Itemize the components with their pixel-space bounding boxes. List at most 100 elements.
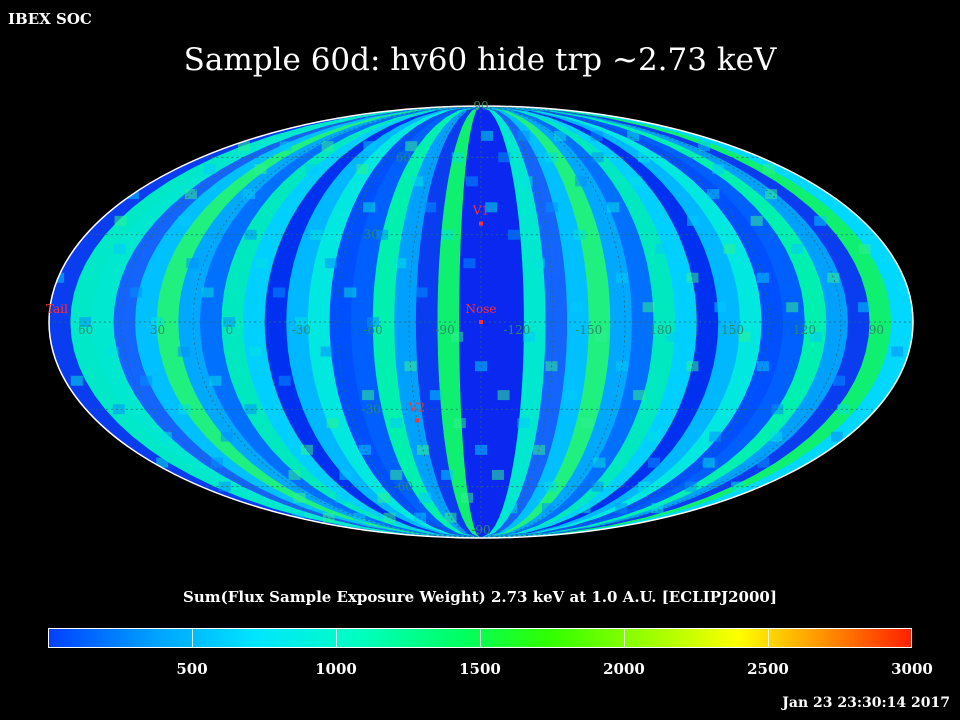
colorbar-tick: 3000: [891, 660, 933, 678]
flux-cell: [220, 431, 233, 442]
flux-cell: [698, 141, 711, 152]
flux-cell: [756, 361, 769, 372]
flux-cell: [532, 258, 545, 269]
flux-cell: [441, 469, 454, 480]
meridian-line: [480, 106, 770, 538]
flux-cell: [750, 215, 763, 226]
flux-cell: [570, 302, 583, 313]
flux-cell: [424, 202, 437, 213]
flux-cell: [178, 404, 191, 415]
flux-cell: [106, 346, 119, 357]
flux-cell: [723, 243, 736, 254]
flux-cell: [321, 141, 334, 152]
flux-cell: [791, 243, 804, 254]
flux-cell: [498, 152, 511, 163]
flux-cell: [614, 503, 627, 514]
flux-cell: [485, 202, 498, 213]
flux-cell: [278, 375, 291, 386]
flux-cell: [363, 202, 376, 213]
flux-cell: [114, 215, 127, 226]
flux-cell: [390, 418, 403, 429]
meridian-line: [480, 106, 698, 538]
flux-cell: [594, 331, 607, 342]
colorbar-tick: 2000: [603, 660, 645, 678]
flux-cell: [186, 258, 199, 269]
flux-cell: [573, 229, 586, 240]
flux-cell: [70, 375, 83, 386]
colorbar-tick: 1500: [459, 660, 501, 678]
flux-cell: [444, 512, 457, 523]
flux-cell: [522, 331, 535, 342]
flux-cell: [607, 202, 620, 213]
flux-cell: [201, 287, 214, 298]
meridian-line: [264, 106, 482, 538]
colorbar-tick: 500: [176, 660, 208, 678]
flux-cell: [712, 164, 725, 175]
flux-cell: [322, 512, 335, 523]
flux-cell: [666, 331, 679, 342]
map-title: Sample 60d: hv60 hide trp ~2.73 keV: [183, 42, 777, 78]
flux-cell: [356, 164, 369, 175]
lat-label: -90: [471, 523, 490, 537]
flux-cell: [178, 215, 191, 226]
flux-cell: [642, 302, 655, 313]
flux-cell: [858, 302, 871, 313]
flux-cell: [156, 457, 169, 468]
lat-label: 60: [396, 150, 411, 164]
flux-cell: [362, 390, 375, 401]
flux-cell: [858, 243, 871, 254]
flux-cell: [326, 418, 339, 429]
lon-label: 60: [78, 323, 93, 337]
flux-cell: [541, 503, 554, 514]
flux-cell: [546, 202, 559, 213]
flux-cell: [763, 164, 776, 175]
flux-cell: [554, 130, 567, 141]
flux-cell: [209, 375, 222, 386]
meridian-line: [480, 106, 554, 538]
flux-cell: [517, 130, 530, 141]
flux-cell: [627, 130, 640, 141]
lon-label: 150: [721, 323, 744, 337]
flux-cell: [320, 346, 333, 357]
flux-cell: [832, 375, 845, 386]
flux-cell: [520, 176, 533, 187]
flux-cell: [300, 444, 313, 455]
flux-cell: [363, 141, 376, 152]
flux-cell: [544, 481, 557, 492]
lon-label: 90: [869, 323, 884, 337]
flux-cell: [113, 243, 126, 254]
colorbar-label: Sum(Flux Sample Exposure Weight) 2.73 ke…: [183, 588, 777, 606]
flux-cell: [177, 346, 190, 357]
flux-cell: [463, 258, 476, 269]
flux-cell: [288, 469, 301, 480]
flux-cell: [335, 492, 348, 503]
timestamp: Jan 23 23:30:14 2017: [782, 695, 950, 711]
flux-cell: [293, 492, 306, 503]
flux-cell: [708, 431, 721, 442]
flux-cell: [891, 346, 904, 357]
flux-cell: [203, 164, 216, 175]
lat-label: -30: [362, 402, 381, 416]
lon-label: -150: [575, 323, 602, 337]
graticule-labels: 90 60 30 -30 -60 -90 60 30 0 -30 -60 -90 -120 -150 180…: [78, 99, 884, 537]
flux-cell: [575, 176, 588, 187]
flux-cell: [814, 215, 827, 226]
lat-label: -60: [394, 480, 413, 494]
flux-cell: [687, 215, 700, 226]
flux-cell: [565, 390, 578, 401]
lat-label: 30: [364, 228, 379, 242]
flux-cell: [394, 258, 407, 269]
flux-cell: [810, 331, 823, 342]
marker-point: [479, 221, 483, 226]
flux-cell: [491, 469, 504, 480]
flux-cell: [686, 361, 699, 372]
flux-cell: [353, 512, 366, 523]
flux-cell: [615, 272, 628, 283]
flux-cell: [112, 404, 125, 415]
marker-label: V2: [408, 400, 425, 414]
flux-cell: [647, 431, 660, 442]
flux-cell: [218, 481, 231, 492]
soc-label: IBEX SOC: [8, 10, 92, 28]
flux-cell: [390, 469, 403, 480]
flux-cell: [827, 272, 840, 283]
